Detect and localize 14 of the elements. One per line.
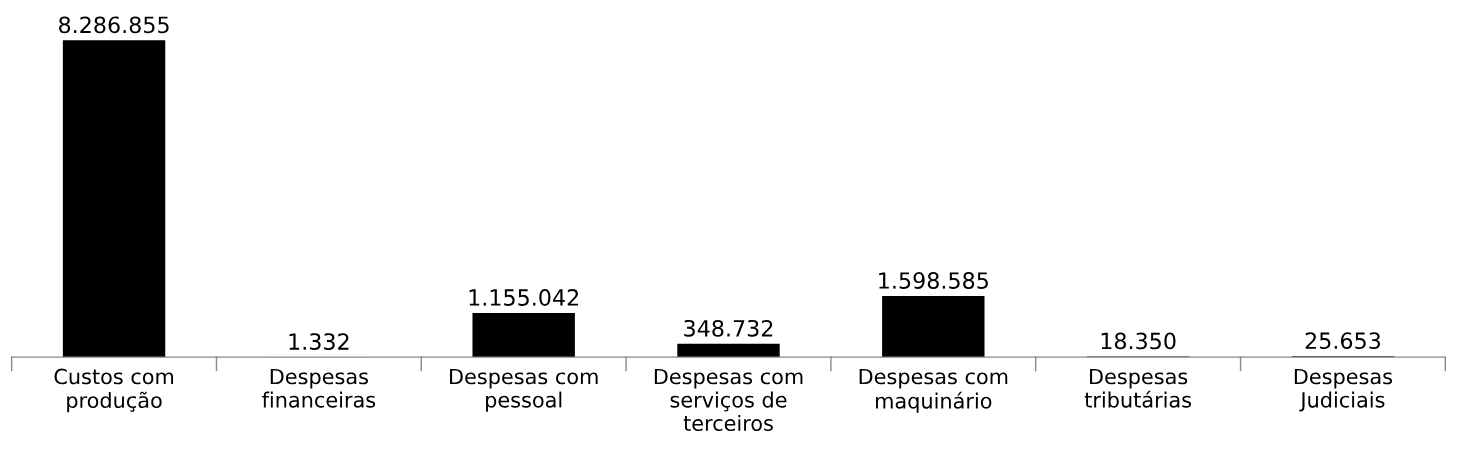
x-tick-label: Despesas financeiras: [262, 368, 376, 408]
data-label: 348.732: [684, 319, 773, 337]
x-tick-label: Despesas com serviços de terceiros: [654, 368, 803, 432]
data-label: 25.653: [1305, 332, 1381, 350]
data-label: 8.286.855: [59, 16, 169, 34]
x-tick-label: Despesas tributárias: [1084, 368, 1192, 408]
x-tick-label: Despesas com pessoal: [450, 368, 598, 412]
x-tick-label: Despesas com maquinário: [859, 368, 1008, 413]
data-label: 1.598.585: [879, 272, 988, 289]
data-label: 1.332: [289, 333, 349, 350]
data-label: 18.350: [1101, 332, 1176, 350]
data-label: 1.155.042: [469, 289, 579, 306]
x-tick-label: Custos com produção: [54, 368, 174, 413]
x-tick-label: Despesas Judiciais: [1294, 368, 1393, 412]
